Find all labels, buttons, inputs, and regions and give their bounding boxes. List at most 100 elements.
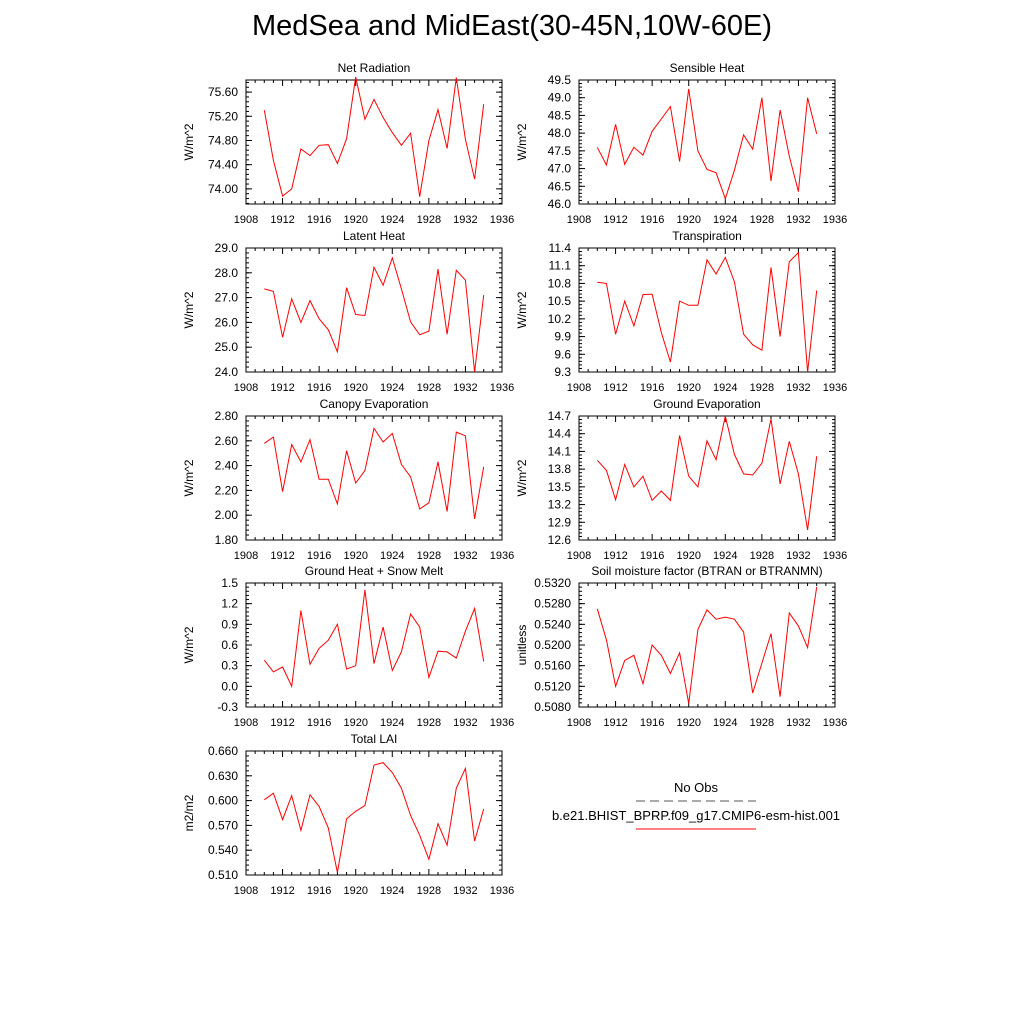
y-tick-label: 1.2 [221,597,238,611]
y-axis-label: W/m^2 [182,291,196,328]
panel-4: Canopy Evaporation W/m^2 1908 1912 1916 1920 1… [182,397,514,562]
y-tick-label: 46.5 [548,179,572,193]
x-tick-label: 1920 [676,550,700,562]
panel-title: Canopy Evaporation [320,397,429,411]
x-tick-label: 1916 [307,550,331,562]
x-tick-label: 1936 [823,550,847,562]
y-tick-label: 2.80 [215,409,239,423]
y-axis-label: W/m^2 [182,459,196,496]
y-tick-label: 12.9 [548,515,572,529]
x-tick-label: 1916 [640,717,664,729]
y-tick-label: 1.5 [221,576,238,590]
legend: No Obs b.e21.BHIST_BPRP.f09_g17.CMIP6-es… [552,780,840,830]
y-tick-label: 1.80 [215,533,239,547]
x-tick-label: 1928 [750,717,774,729]
x-tick-label: 1924 [380,717,404,729]
y-tick-label: 74.80 [208,133,238,147]
plot-frame [578,247,836,373]
y-tick-label: 13.5 [548,480,572,494]
y-tick-label: 0.570 [208,818,238,832]
panel-5: Ground Evaporation W/m^2 1908 1912 1916 1920 1… [515,397,847,562]
y-tick-label: 2.20 [215,483,239,497]
x-tick-label: 1932 [786,717,810,729]
x-tick-label: 1932 [453,885,477,897]
y-tick-label: 47.0 [548,162,572,176]
x-tick-label: 1936 [823,717,847,729]
y-tick-label: 49.0 [548,91,572,105]
y-tick-label: 2.00 [215,508,239,522]
series-line [596,587,818,704]
x-tick-label: 1908 [234,550,258,562]
x-tick-label: 1932 [786,550,810,562]
y-tick-label: 0.6 [221,638,238,652]
series-line [264,427,485,519]
panel-3: Transpiration W/m^2 1908 1912 1916 1920 1924 19… [515,229,847,394]
x-tick-label: 1912 [270,214,294,226]
x-tick-label: 1920 [676,214,700,226]
y-tick-label: 10.8 [548,276,572,290]
x-tick-label: 1924 [713,214,737,226]
x-tick-label: 1924 [380,214,404,226]
panel-title: Ground Heat + Snow Melt [305,564,444,578]
x-tick-label: 1928 [750,550,774,562]
y-axis-label: W/m^2 [182,626,196,663]
y-tick-label: 27.0 [215,291,239,305]
y-tick-label: 11.4 [549,241,572,255]
x-tick-label: 1936 [823,214,847,226]
x-tick-label: 1916 [307,382,331,394]
legend-model-label: b.e21.BHIST_BPRP.f09_g17.CMIP6-esm-hist.… [552,808,840,823]
panel-title: Sensible Heat [670,61,745,75]
y-tick-label: 0.5280 [534,597,571,611]
y-tick-label: 46.0 [548,197,572,211]
y-tick-label: 0.5320 [534,576,571,590]
x-tick-label: 1912 [603,717,627,729]
x-tick-label: 1936 [490,214,514,226]
panel-0: Net Radiation W/m^2 1908 1912 1916 1920 1924 19… [182,61,514,226]
x-tick-label: 1920 [343,885,367,897]
x-tick-label: 1908 [234,214,258,226]
x-tick-label: 1916 [640,550,664,562]
legend-obs-label: No Obs [674,780,719,795]
y-tick-label: 0.3 [221,659,238,673]
x-tick-label: 1912 [270,382,294,394]
series-line [263,589,485,689]
y-tick-label: 75.20 [208,109,238,123]
y-axis-label: W/m^2 [515,291,529,328]
panel-title: Soil moisture factor (BTRAN or BTRANMN) [591,564,822,578]
x-tick-label: 1936 [490,550,514,562]
x-tick-label: 1916 [640,382,664,394]
y-tick-label: 0.5240 [534,617,571,631]
y-tick-label: 74.40 [208,158,238,172]
x-tick-label: 1924 [713,382,737,394]
y-tick-label: 0.5080 [534,700,571,714]
y-tick-label: 48.0 [548,126,572,140]
x-tick-label: 1916 [307,214,331,226]
x-tick-label: 1936 [490,885,514,897]
panel-title: Transpiration [672,229,742,243]
y-tick-label: 9.3 [554,365,571,379]
x-tick-label: 1912 [603,214,627,226]
x-tick-label: 1920 [343,717,367,729]
x-tick-label: 1932 [453,214,477,226]
panel-6: Ground Heat + Snow Melt W/m^2 1908 1912 1916… [182,564,514,729]
x-tick-label: 1928 [417,717,441,729]
x-tick-label: 1932 [786,214,810,226]
plot-frame [245,750,503,876]
y-tick-label: 26.0 [215,315,239,329]
x-tick-label: 1928 [417,214,441,226]
y-tick-label: 0.0 [221,679,238,693]
x-tick-label: 1920 [676,382,700,394]
x-tick-label: 1920 [343,214,367,226]
y-tick-label: 2.40 [215,459,239,473]
x-tick-label: 1908 [234,382,258,394]
y-tick-label: 0.600 [208,794,238,808]
y-tick-label: 14.4 [548,427,572,441]
x-tick-label: 1924 [380,382,404,394]
x-tick-label: 1928 [750,382,774,394]
panel-8: Total LAI m2/m2 1908 1912 1916 1920 1924 1928 19… [182,732,514,897]
plot-frame [578,415,836,541]
panel-7: Soil moisture factor (BTRAN or BTRANMN) u… [515,564,847,729]
x-tick-label: 1908 [567,382,591,394]
x-tick-label: 1920 [343,382,367,394]
